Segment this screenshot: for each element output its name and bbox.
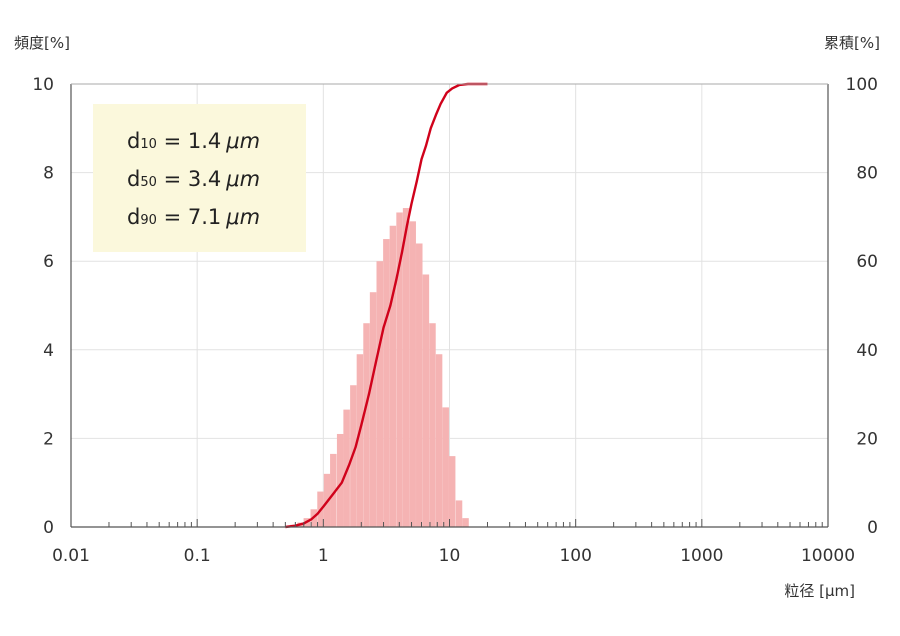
histogram-bar <box>416 243 423 528</box>
histogram-bar <box>330 453 337 527</box>
histogram-bar <box>455 500 463 527</box>
d50-eq: = <box>157 167 188 191</box>
d10-prefix: d <box>127 129 140 153</box>
y-left-tick-label: 2 <box>43 429 54 449</box>
x-tick-label: 10 <box>439 546 461 566</box>
y-left-tick-label: 10 <box>32 75 54 95</box>
histogram-bar <box>389 225 397 527</box>
y-right-tick-label: 100 <box>846 75 878 95</box>
y-right-tick-label: 0 <box>867 518 878 538</box>
histogram-bar <box>356 354 364 527</box>
d50-prefix: d <box>127 167 140 191</box>
y-left-tick-label: 0 <box>43 518 54 538</box>
d10-value: 1.4 <box>188 129 221 153</box>
d90-unit: μm <box>225 205 260 229</box>
x-tick-label: 0.01 <box>52 546 90 566</box>
y-right-tick-label: 80 <box>856 164 878 184</box>
x-tick-label: 100 <box>559 546 591 566</box>
x-tick-label: 0.1 <box>184 546 211 566</box>
d10-eq: = <box>157 129 188 153</box>
histogram-bar <box>448 456 456 527</box>
histogram-bars <box>290 208 469 528</box>
histogram-bar <box>422 274 430 527</box>
x-axis-label: 粒径 [μm] <box>784 582 855 600</box>
d10-sub: 10 <box>140 137 157 152</box>
histogram-bar <box>442 407 449 527</box>
histogram-bar <box>369 292 377 527</box>
histogram-bar <box>396 212 403 527</box>
d90-eq: = <box>157 205 188 229</box>
histogram-bar <box>435 354 443 527</box>
y-left-tick-label: 6 <box>43 252 54 272</box>
d10-unit: μm <box>225 129 260 153</box>
histogram-bar <box>429 323 436 527</box>
d90-value: 7.1 <box>188 205 221 229</box>
d90-prefix: d <box>127 205 140 229</box>
histogram-bar <box>363 323 370 527</box>
histogram-bar <box>402 208 410 528</box>
axis-labels: 頻度[%] 累積[%] 粒径 [μm] <box>14 34 880 600</box>
axes: 0.01 0.1 1 10 100 1000 10000024681002040608010… <box>32 75 878 566</box>
cumulative-line <box>285 82 488 529</box>
d50-sub: 50 <box>140 175 157 190</box>
histogram-bar <box>462 518 469 527</box>
x-tick-label: 1 <box>318 546 329 566</box>
cumulative-line-group <box>285 82 488 529</box>
y-right-tick-label: 40 <box>856 341 878 361</box>
y-left-tick-label: 4 <box>43 341 54 361</box>
annotation-line-d90: d90 = 7.1 μm <box>127 205 260 229</box>
annotation-line-d10: d10 = 1.4 μm <box>127 129 260 153</box>
x-tick-label: 1000 <box>680 546 723 566</box>
annotation-line-d50: d50 = 3.4 μm <box>127 167 260 191</box>
histogram-bar <box>336 433 344 527</box>
d50-unit: μm <box>225 167 260 191</box>
annotation-box: d10 = 1.4 μm d50 = 3.4 μm d90 = 7.1 μm <box>93 104 306 252</box>
annotation-background <box>93 104 306 252</box>
x-tick-label: 10000 <box>801 546 855 566</box>
d90-sub: 90 <box>140 213 157 228</box>
y-left-tick-label: 8 <box>43 164 54 184</box>
y-right-tick-label: 60 <box>856 252 878 272</box>
histogram-bar <box>409 221 416 527</box>
y-right-axis-label: 累積[%] <box>824 34 880 52</box>
histogram-bar <box>376 261 383 527</box>
histogram-bar <box>383 239 390 528</box>
y-left-axis-label: 頻度[%] <box>14 34 70 52</box>
d50-value: 3.4 <box>188 167 221 191</box>
y-right-tick-label: 20 <box>856 429 878 449</box>
